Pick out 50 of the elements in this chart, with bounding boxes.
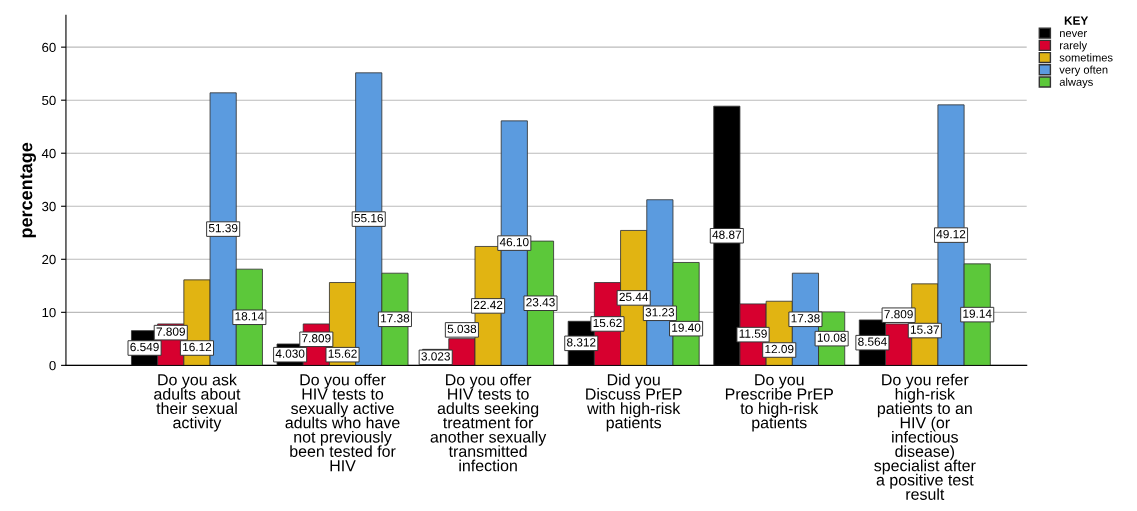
data-label: 15.62 bbox=[593, 318, 622, 328]
data-label: 12.09 bbox=[765, 344, 794, 354]
data-label: 23.43 bbox=[526, 298, 555, 307]
data-label: 15.37 bbox=[910, 325, 939, 334]
y-tick-label: 60 bbox=[42, 42, 56, 53]
data-label: 15.62 bbox=[328, 349, 357, 358]
data-label: 7.809 bbox=[302, 334, 331, 343]
data-label: 8.564 bbox=[858, 337, 887, 346]
data-label: 6.549 bbox=[130, 342, 159, 352]
data-label: 25.44 bbox=[619, 292, 649, 302]
y-axis-title: percentage bbox=[20, 142, 36, 238]
y-tick-label: 0 bbox=[49, 360, 56, 371]
y-tick-label: 20 bbox=[42, 254, 56, 265]
y-tick-label: 10 bbox=[42, 307, 56, 318]
x-tick-label: Do you offer HIV tests to adults seeking treatment for another sexually transmitted infection bbox=[430, 373, 547, 472]
data-label: 51.39 bbox=[208, 223, 238, 233]
data-label: 48.87 bbox=[712, 230, 742, 239]
y-tick-label: 30 bbox=[42, 201, 56, 212]
data-label: 7.809 bbox=[884, 310, 913, 319]
legend-label: never bbox=[1060, 31, 1087, 38]
data-label: 7.809 bbox=[156, 327, 185, 336]
x-tick-label: Did you Discuss PrEP with high-risk patients bbox=[586, 373, 682, 432]
x-tick-label: Do you Prescribe PrEP to high-risk patients bbox=[725, 374, 833, 432]
data-label: 3.023 bbox=[421, 352, 450, 361]
legend-title: KEY bbox=[1064, 16, 1089, 25]
legend-label: rarely bbox=[1060, 41, 1088, 52]
data-label: 49.12 bbox=[936, 229, 966, 239]
legend-label: very often bbox=[1059, 65, 1108, 76]
data-label: 16.12 bbox=[183, 342, 212, 352]
category-label: Do you refer high-risk patients to an HIV (or infectious disease) specialist after a positive test result bbox=[874, 373, 976, 500]
x-tick-label: Do you offer HIV tests to sexually active adults who have not previously been tested for HIV bbox=[285, 373, 400, 472]
data-label: 17.38 bbox=[381, 314, 410, 323]
x-tick-label: Do you ask adults about their sexual activity bbox=[154, 373, 241, 432]
data-label: 55.16 bbox=[354, 213, 383, 223]
data-label: 22.42 bbox=[473, 300, 503, 309]
data-label: 4.030 bbox=[275, 349, 305, 358]
legend-label: sometimes bbox=[1059, 53, 1113, 62]
data-label: 18.14 bbox=[235, 312, 264, 321]
data-label: 8.312 bbox=[567, 338, 596, 347]
legend-label: always bbox=[1059, 77, 1093, 89]
data-label: 5.038 bbox=[447, 324, 477, 334]
data-label: 17.38 bbox=[791, 314, 820, 323]
y-tick-label: 50 bbox=[42, 95, 56, 106]
data-label: 10.08 bbox=[817, 333, 846, 342]
data-label: 19.40 bbox=[672, 323, 701, 332]
data-label: 46.10 bbox=[499, 237, 529, 247]
y-tick-label: 40 bbox=[41, 148, 56, 159]
data-label: 19.14 bbox=[963, 309, 992, 318]
data-label: 11.59 bbox=[739, 329, 767, 338]
data-label: 31.23 bbox=[645, 308, 675, 317]
